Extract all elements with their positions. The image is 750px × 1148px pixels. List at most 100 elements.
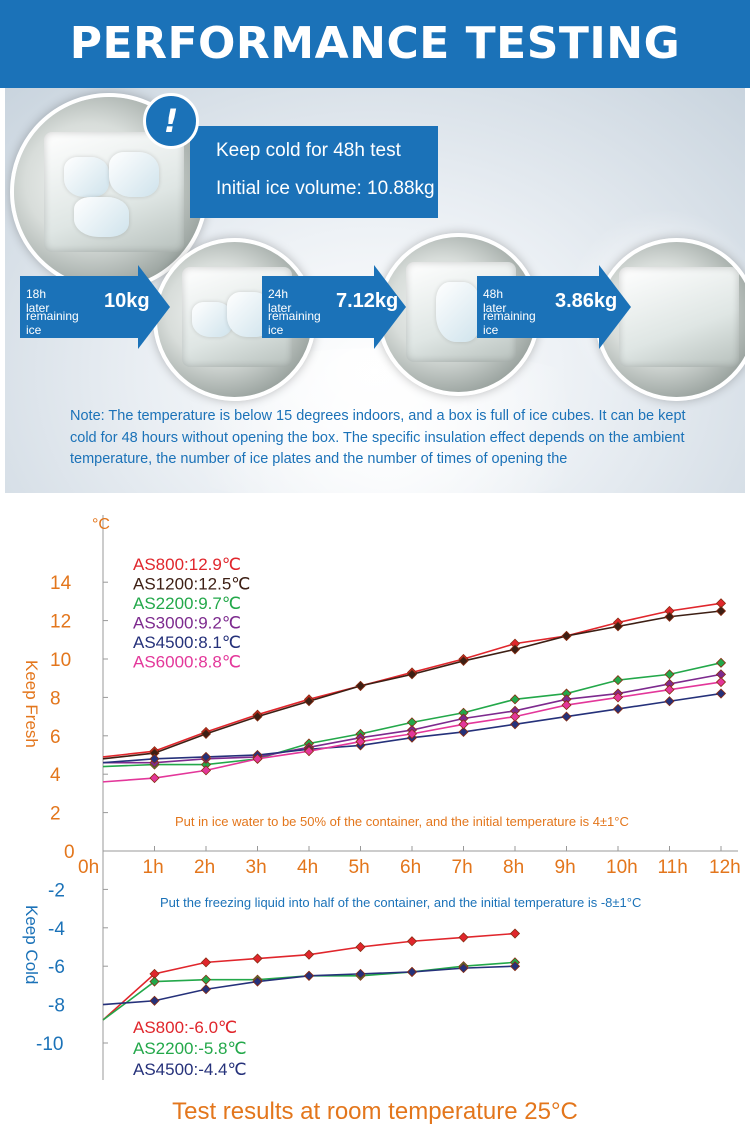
ice-box-circle-24h: [377, 233, 540, 396]
stage-time: 24h later: [268, 287, 292, 315]
data-point: [406, 936, 418, 947]
data-point: [200, 728, 212, 739]
data-point: [406, 669, 418, 680]
initial-ice-label: Initial ice volume: 10.88kg: [216, 178, 435, 199]
data-point: [252, 976, 263, 987]
data-point: [509, 961, 521, 972]
data-point: [200, 984, 212, 995]
legend-entry: AS2200:-5.8℃: [133, 1039, 247, 1058]
data-point: [200, 765, 212, 776]
chart-annotation: Put the freezing liquid into half of the…: [160, 895, 641, 910]
test-info-box: Keep cold for 48h test Initial ice volum…: [190, 126, 438, 218]
data-point: [664, 611, 675, 622]
data-point: [509, 644, 521, 655]
legend-entry: AS6000:8.8℃: [133, 653, 241, 672]
legend-entry: AS4500:-4.4℃: [133, 1060, 247, 1079]
x-tick-label: 10h: [606, 857, 638, 878]
y-tick-label: 12: [50, 612, 71, 633]
data-point: [355, 968, 366, 979]
y-tick-label: 0: [64, 842, 75, 863]
data-point: [149, 995, 160, 1006]
data-point: [458, 719, 469, 730]
data-point: [252, 953, 263, 964]
y-axis-label: Keep Fresh: [22, 660, 41, 748]
legend-entry: AS800:12.9℃: [133, 555, 241, 574]
stage-time: 18h later: [26, 287, 50, 315]
y-tick-label: 6: [50, 727, 61, 748]
x-tick-label: 12h: [709, 857, 741, 878]
data-point: [612, 703, 624, 714]
stage-amount: 10kg: [104, 290, 150, 312]
data-point: [149, 772, 160, 784]
data-point: [303, 746, 315, 757]
data-point: [715, 605, 727, 617]
test-duration-label: Keep cold for 48h test: [216, 140, 401, 161]
stage-amount: 7.12kg: [336, 290, 399, 312]
x-tick-label: 2h: [194, 857, 215, 878]
header-banner: PERFORMANCE TESTING: [0, 0, 750, 88]
data-point: [458, 726, 469, 738]
y-axis-label: Keep Cold: [22, 905, 41, 984]
data-point: [355, 736, 366, 747]
y-tick-label: 4: [50, 765, 61, 786]
y-tick-label: 2: [50, 804, 61, 825]
legend-entry: AS2200:9.7℃: [133, 594, 241, 613]
data-point: [509, 694, 521, 705]
data-point: [458, 655, 469, 666]
data-point: [200, 957, 212, 968]
x-tick-label: 11h: [658, 857, 688, 878]
data-point: [406, 728, 418, 739]
x-tick-label: 6h: [400, 857, 421, 878]
y-tick-label: -8: [48, 996, 65, 1017]
data-point: [561, 700, 572, 711]
legend-entry: AS4500:8.1℃: [133, 633, 241, 652]
y-tick-label: 8: [50, 688, 61, 709]
data-point: [509, 928, 521, 939]
y-tick-label: -6: [48, 957, 65, 978]
temperature-chart: °C 02 4 6 8 10 12 14 -2 -4 -6 -8 -10 0h 1h 2h 3h 4h 5h 6h 7h…: [22, 515, 741, 1080]
data-point: [561, 630, 572, 642]
data-point: [664, 669, 675, 680]
data-point: [715, 676, 727, 688]
x-tick-label: 0h: [78, 857, 99, 878]
chart-annotation: Put in ice water to be 50% of the contai…: [175, 814, 629, 829]
data-point: [561, 711, 572, 722]
x-tick-label: 5h: [349, 857, 370, 878]
x-tick-label: 8h: [503, 857, 524, 878]
y-axis-unit: °C: [92, 516, 110, 533]
data-point: [252, 711, 263, 722]
stage-label: remaining ice: [268, 309, 321, 337]
stage-amount: 3.86kg: [555, 290, 618, 312]
data-point: [303, 970, 315, 981]
data-point: [303, 949, 315, 960]
stage-label: remaining ice: [483, 309, 536, 337]
data-point: [149, 976, 160, 987]
data-point: [252, 753, 263, 764]
data-point: [612, 621, 624, 632]
exclamation-icon: !: [143, 93, 199, 149]
y-tick-label: -10: [36, 1034, 63, 1055]
x-tick-label: 9h: [555, 857, 576, 878]
data-point: [458, 963, 469, 974]
data-point: [612, 675, 624, 686]
data-point: [715, 657, 727, 668]
data-point: [664, 684, 675, 695]
y-tick-label: -4: [48, 919, 65, 940]
test-note: Note: The temperature is below 15 degree…: [70, 408, 686, 467]
data-point: [715, 688, 727, 699]
legend-entry: AS800:-6.0℃: [133, 1018, 237, 1037]
data-point: [664, 696, 675, 707]
data-point: [612, 692, 624, 703]
chart-caption: Test results at room temperature 25°C: [172, 1098, 578, 1125]
stage-time: 48h later: [483, 287, 507, 315]
y-tick-label: -2: [48, 880, 65, 901]
data-point: [458, 932, 469, 943]
x-tick-label: 4h: [297, 857, 318, 878]
y-tick-label: 14: [50, 573, 72, 594]
data-point: [149, 753, 160, 764]
data-point: [200, 751, 212, 762]
data-point: [355, 680, 366, 691]
stage-label: remaining ice: [26, 309, 79, 337]
y-tick-label: 10: [50, 650, 71, 671]
data-point: [355, 941, 366, 953]
